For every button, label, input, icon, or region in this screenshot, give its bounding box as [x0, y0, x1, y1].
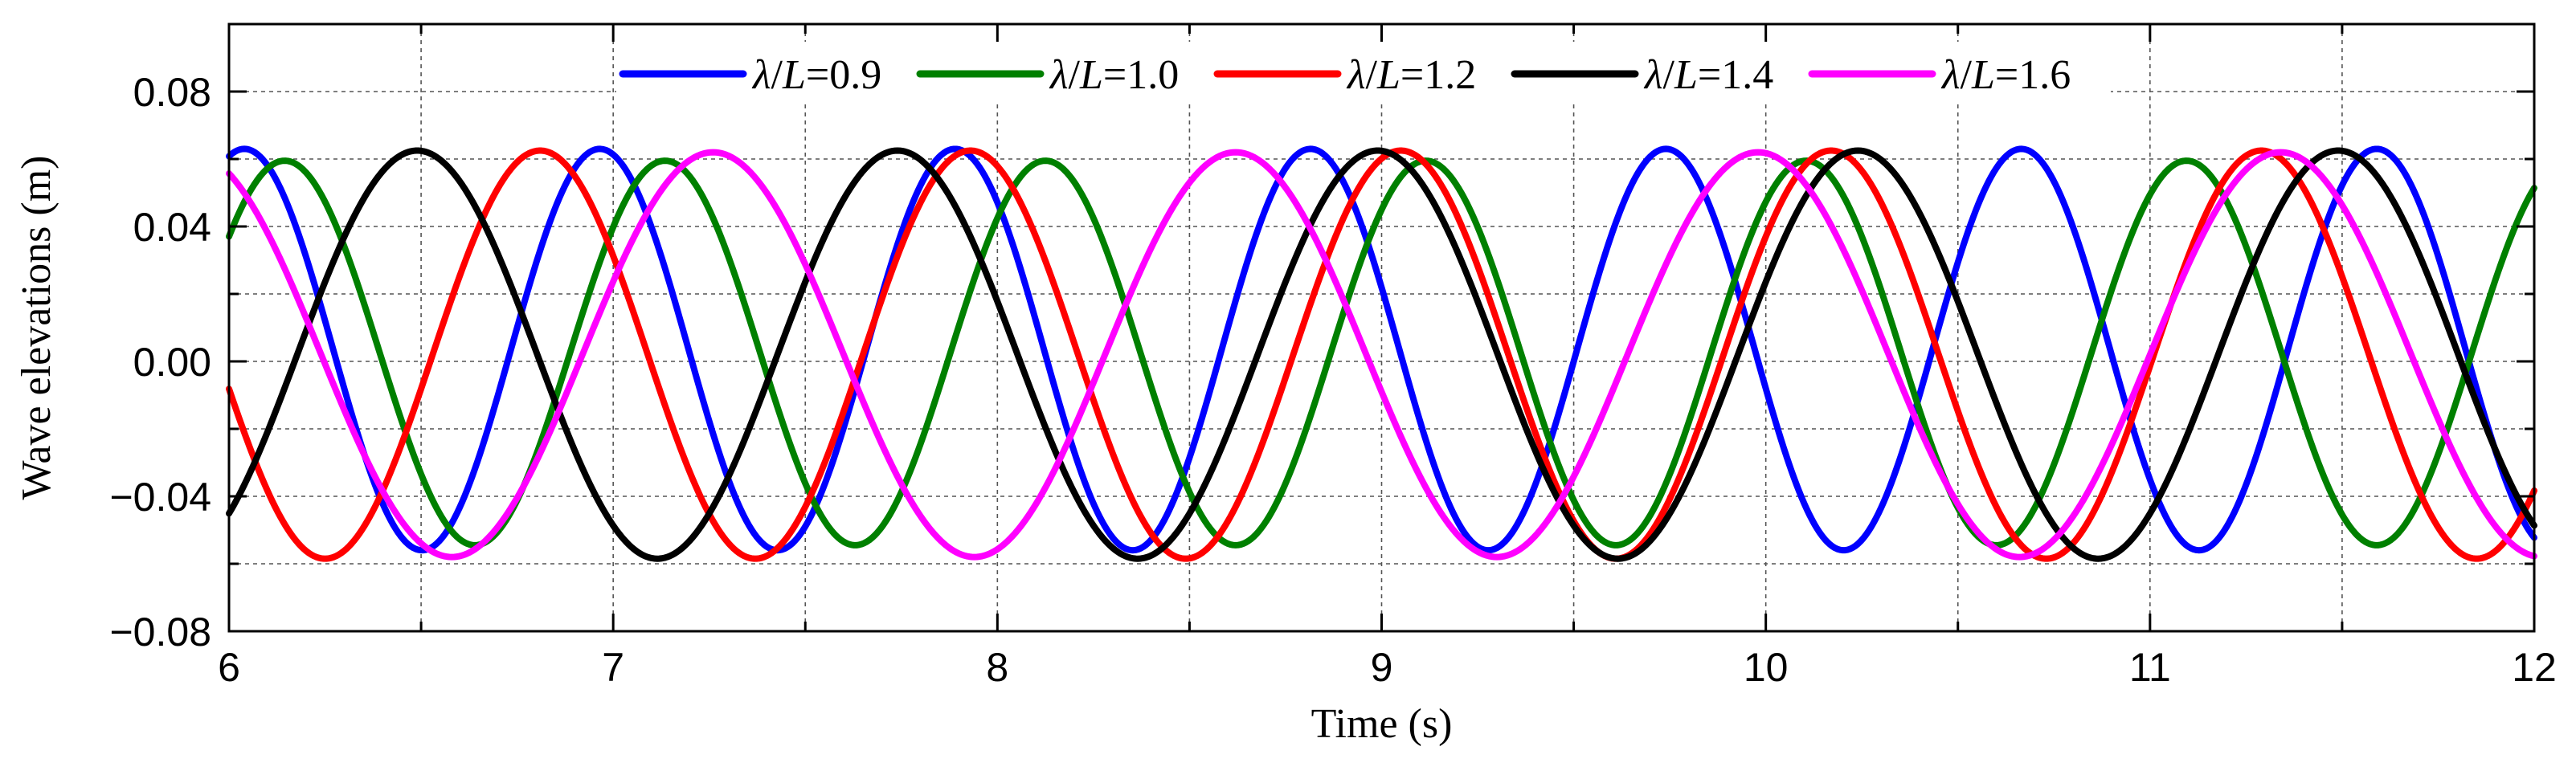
- x-tick-label: 8: [986, 645, 1008, 690]
- legend-label: λ/L=1.2: [1346, 52, 1476, 98]
- legend-label: λ/L=1.4: [1643, 52, 1773, 98]
- y-tick-label: 0.00: [133, 340, 211, 385]
- x-tick-label: 10: [1744, 645, 1789, 690]
- legend-label: λ/L=0.9: [751, 52, 881, 98]
- x-tick-label: 9: [1371, 645, 1393, 690]
- y-tick-label: −0.04: [109, 475, 211, 520]
- series-line-1: [226, 145, 2537, 554]
- x-tick-label: 12: [2512, 645, 2557, 690]
- y-tick-label: −0.08: [109, 610, 211, 655]
- y-axis-title: Wave elevations (m): [14, 156, 59, 500]
- y-axis-tick-labels: −0.08 −0.04 0.00 0.04 0.08: [109, 70, 211, 655]
- y-tick-label: 0.08: [133, 70, 211, 115]
- series-line-3: [226, 147, 2537, 562]
- series-line-2: [226, 157, 2537, 549]
- x-tick-label: 6: [218, 645, 240, 690]
- legend-label: λ/L=1.6: [1940, 52, 2071, 98]
- legend: λ/L=0.9 λ/L=1.0 λ/L=1.2 λ/L=1.4 λ/L=1.6: [619, 52, 2071, 98]
- series-line-4: [226, 147, 2537, 562]
- x-tick-label: 7: [602, 645, 624, 690]
- y-tick-label: 0.04: [133, 205, 211, 250]
- x-axis-title: Time (s): [1311, 701, 1453, 747]
- axis-ticks: [227, 22, 2536, 633]
- series-line-5: [226, 149, 2537, 561]
- x-axis-tick-labels: 6 7 8 9 10 11 12: [218, 645, 2557, 690]
- legend-label: λ/L=1.0: [1049, 52, 1179, 98]
- series-lines: [226, 145, 2537, 562]
- x-tick-label: 11: [2129, 645, 2171, 690]
